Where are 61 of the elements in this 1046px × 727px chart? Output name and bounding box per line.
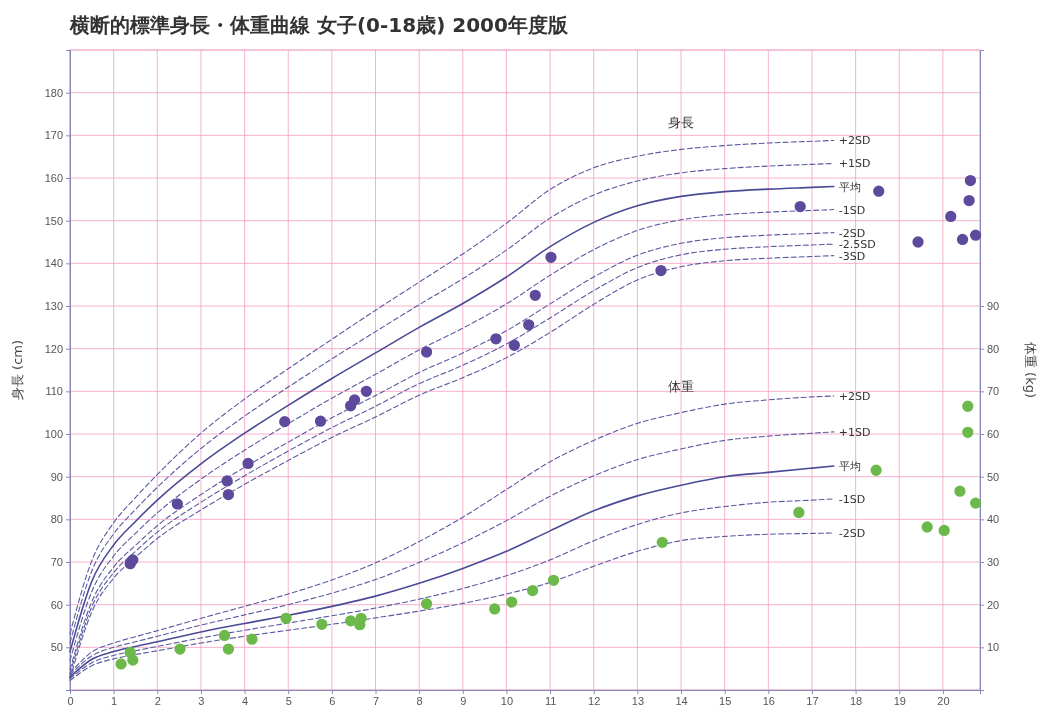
series-label: 平均 xyxy=(838,460,861,473)
y2-tick-label: 90 xyxy=(987,300,1000,313)
series-label: 平均 xyxy=(838,180,861,194)
chart-title: 横断的標準身長・体重曲線 女子(0-18歳) 2000年度版 xyxy=(69,13,569,37)
x-tick-label: 18 xyxy=(849,694,863,707)
y-tick-label: 180 xyxy=(44,86,63,99)
x-tick-label: 7 xyxy=(372,694,380,707)
x-tick-label: 2 xyxy=(154,694,161,707)
x-tick-label: 10 xyxy=(500,694,514,707)
x-tick-label: 20 xyxy=(937,694,950,707)
x-tick-label: 14 xyxy=(675,694,688,707)
x-tick-label: 12 xyxy=(588,694,601,707)
y2-tick-label: 10 xyxy=(987,641,1000,654)
y-tick-label: 90 xyxy=(50,470,63,483)
x-tick-label: 9 xyxy=(460,694,467,707)
x-tick-label: 3 xyxy=(198,694,205,707)
series-label: -2SD xyxy=(838,526,866,540)
x-tick-label: 6 xyxy=(329,694,336,707)
y2-tick-label: 60 xyxy=(987,428,1000,441)
y-tick-label: 170 xyxy=(44,129,63,142)
y-tick-label: 120 xyxy=(44,342,63,355)
x-tick-label: 16 xyxy=(762,694,775,707)
series-label: +1SD xyxy=(838,425,871,439)
y-tick-label: 100 xyxy=(44,428,63,441)
y-tick-label: 160 xyxy=(44,172,63,185)
x-tick-label: 8 xyxy=(416,694,423,707)
x-tick-label: 5 xyxy=(285,694,292,707)
y-tick-label: 60 xyxy=(50,598,63,611)
series-label: +1SD xyxy=(838,157,871,171)
series-label: +2SD xyxy=(838,134,871,148)
x-tick-label: 11 xyxy=(544,694,557,707)
x-tick-label: 13 xyxy=(631,694,645,707)
series-label: -1SD xyxy=(838,203,866,217)
x-tick-label: 19 xyxy=(893,694,906,707)
y-tick-label: 140 xyxy=(44,257,63,270)
y-tick-label: 50 xyxy=(50,641,63,654)
x-tick-label: 4 xyxy=(242,694,249,707)
series-label: -2.5SD xyxy=(838,238,876,252)
y-tick-label: 110 xyxy=(45,385,63,398)
y-tick-label: 130 xyxy=(44,300,63,313)
series-label: -3SD xyxy=(838,249,866,263)
y-tick-label: 80 xyxy=(50,513,63,526)
x-tick-label: 1 xyxy=(111,694,118,707)
series-label: +2SD xyxy=(838,390,871,404)
y2-axis-title: 体重 (kg) xyxy=(1023,341,1038,399)
annotation: 体重 xyxy=(668,378,695,394)
series-label: -2SD xyxy=(838,226,866,240)
annotation: 身長 xyxy=(668,115,695,131)
y-tick-label: 70 xyxy=(50,556,63,569)
y2-tick-label: 20 xyxy=(987,598,1000,611)
x-tick-label: 17 xyxy=(806,694,819,707)
y2-tick-label: 40 xyxy=(987,513,1000,526)
y2-tick-label: 50 xyxy=(987,470,1000,483)
y2-tick-label: 30 xyxy=(987,556,1000,569)
y-tick-label: 150 xyxy=(44,214,63,227)
series-label: -1SD xyxy=(838,492,866,506)
y2-tick-label: 80 xyxy=(987,342,1000,355)
y2-tick-label: 70 xyxy=(987,385,1000,398)
x-tick-label: 15 xyxy=(719,694,732,707)
y-axis-title: 身長 (cm) xyxy=(10,339,25,401)
x-tick-label: 0 xyxy=(67,694,74,707)
